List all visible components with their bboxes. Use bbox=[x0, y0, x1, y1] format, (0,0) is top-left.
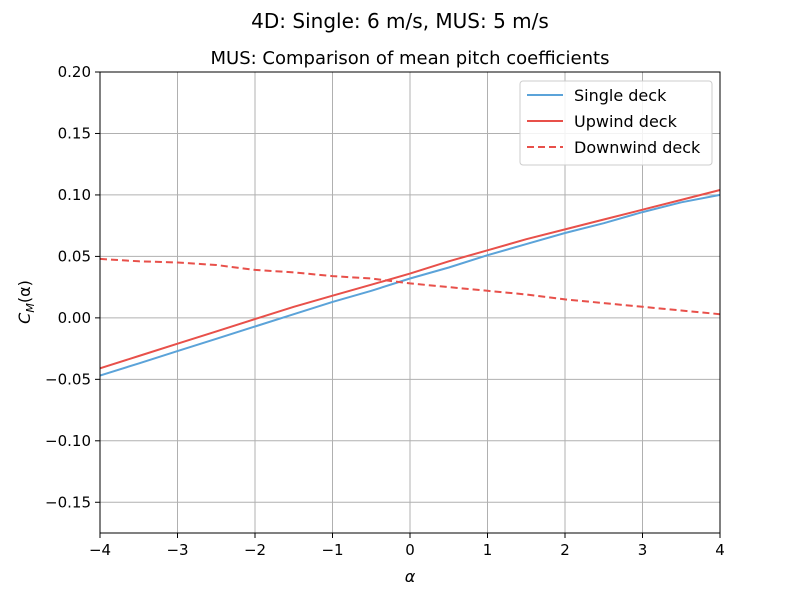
x-ticks: −4 −3 −2 −1 0 1 2 3 4 bbox=[89, 533, 725, 559]
legend: Single deck Upwind deck Downwind deck bbox=[519, 80, 713, 166]
x-tick-label: 4 bbox=[715, 541, 725, 559]
x-tick-label: −1 bbox=[321, 541, 343, 559]
x-tick-label: 0 bbox=[405, 541, 415, 559]
y-axis-label: CM(α) bbox=[15, 280, 37, 324]
x-tick-label: −3 bbox=[166, 541, 188, 559]
series-lines bbox=[99, 189, 721, 377]
x-tick-label: 2 bbox=[560, 541, 570, 559]
y-tick-label: 0.05 bbox=[58, 247, 91, 265]
y-tick-label: −0.10 bbox=[45, 432, 91, 450]
legend-label: Downwind deck bbox=[574, 138, 701, 157]
y-tick-label: −0.05 bbox=[45, 370, 91, 388]
y-ticks: −0.15 −0.10 −0.05 0.00 0.05 0.10 0.15 0.20 bbox=[45, 63, 100, 511]
y-tick-label: 0.15 bbox=[58, 124, 91, 142]
legend-label: Upwind deck bbox=[574, 112, 678, 131]
chart-title: MUS: Comparison of mean pitch coefficien… bbox=[211, 48, 610, 69]
y-tick-label: −0.15 bbox=[45, 493, 91, 511]
legend-label: Single deck bbox=[574, 86, 667, 105]
x-tick-label: −4 bbox=[89, 541, 111, 559]
figure-suptitle: 4D: Single: 6 m/s, MUS: 5 m/s bbox=[251, 9, 549, 33]
series-line-upwind-deck bbox=[99, 189, 721, 370]
x-tick-label: 3 bbox=[638, 541, 648, 559]
y-tick-label: 0.20 bbox=[58, 63, 91, 81]
y-axis-label-sub: M bbox=[24, 303, 37, 313]
y-axis-label-main: C bbox=[15, 312, 34, 324]
y-tick-label: 0.10 bbox=[58, 186, 91, 204]
legend-box bbox=[519, 80, 713, 166]
y-axis-label-tail: (α) bbox=[15, 280, 34, 303]
x-tick-label: 1 bbox=[483, 541, 493, 559]
series-line-single-deck bbox=[99, 193, 721, 377]
series-line-downwind-deck bbox=[99, 257, 721, 316]
x-axis-label: α bbox=[405, 567, 416, 586]
legend-entries: Single deck Upwind deck Downwind deck bbox=[527, 86, 701, 157]
y-tick-label: 0.00 bbox=[58, 309, 91, 327]
x-tick-label: −2 bbox=[244, 541, 266, 559]
